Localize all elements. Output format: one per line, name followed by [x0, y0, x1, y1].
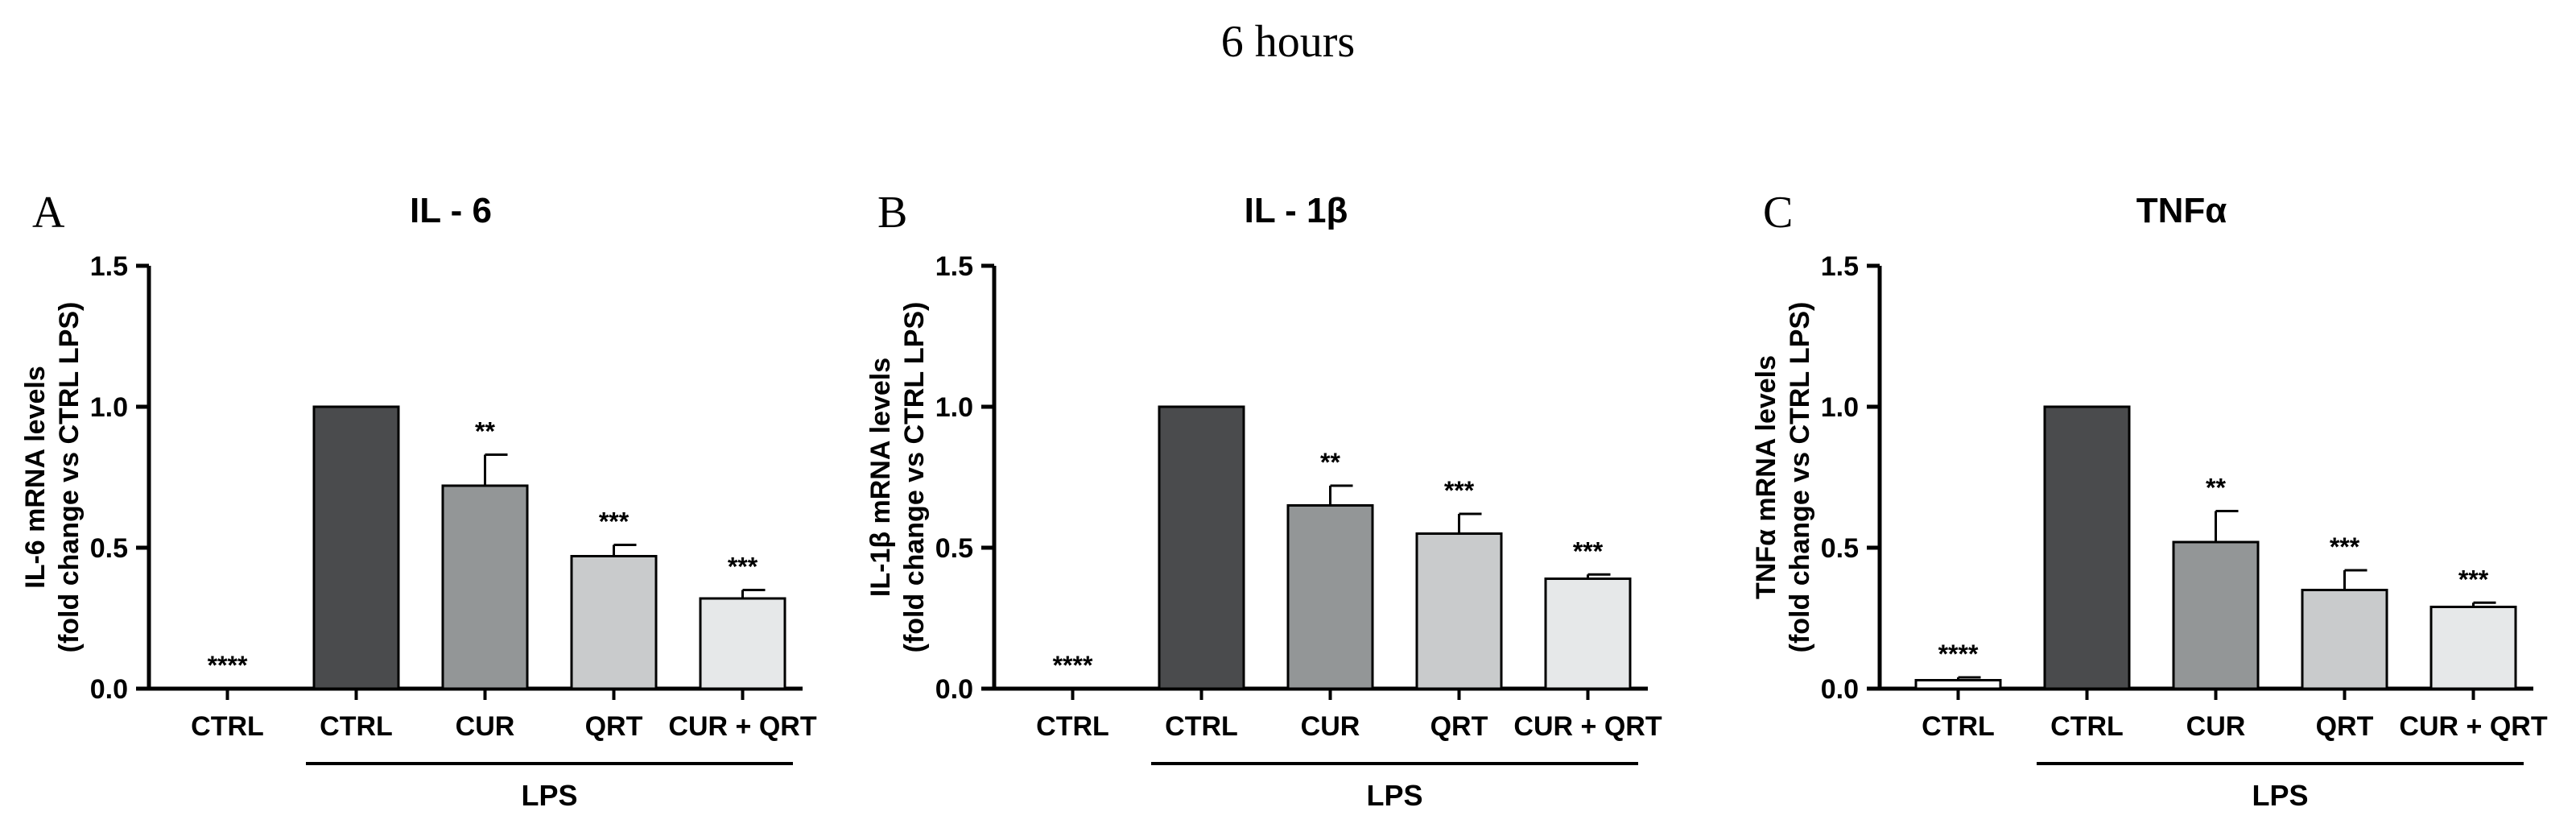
bar: [2301, 589, 2388, 690]
significance-label: ****: [1053, 651, 1093, 680]
significance-label: **: [475, 417, 495, 446]
chart-panel-c: C TNFα TNFα mRNA levels (fold change vs CTR…: [1751, 188, 2548, 812]
y-tick-label: 0.5: [935, 533, 973, 564]
chart-panel-a: A IL - 6 IL-6 mRNA levels (fold change vs C…: [20, 188, 817, 812]
category-label: QRT: [1430, 711, 1488, 742]
bar: [1158, 405, 1245, 690]
y-axis-label: IL-1β mRNA levels (fold change vs CTRL LP…: [865, 302, 930, 653]
bar: [1415, 532, 1503, 690]
category-label: CUR: [456, 711, 515, 742]
panel-letter: A: [32, 188, 65, 238]
category-label: CTRL: [1036, 711, 1109, 742]
category-label: CUR + QRT: [668, 711, 816, 742]
bar: [441, 484, 529, 690]
bar: [570, 555, 658, 690]
y-tick-label: 0.5: [90, 533, 128, 564]
y-axis-label: IL-6 mRNA levels (fold change vs CTRL LPS…: [20, 302, 85, 653]
y-axis-label: TNFα mRNA levels (fold change vs CTRL LPS…: [1751, 302, 1815, 653]
chart-title: IL - 1β: [1245, 191, 1348, 230]
category-label: CUR: [1301, 711, 1360, 742]
category-label: CTRL: [2050, 711, 2124, 742]
figure-title: 6 hours: [1221, 17, 1355, 67]
category-label: CTRL: [1922, 711, 1995, 742]
significance-label: ***: [728, 553, 758, 582]
group-label: LPS: [2252, 779, 2308, 812]
y-tick-label: 1.0: [90, 392, 128, 423]
category-label: CTRL: [1165, 711, 1238, 742]
bar: [2429, 606, 2517, 690]
group-label: LPS: [521, 779, 577, 812]
chart-panel-b: B IL - 1β IL-1β mRNA levels (fold change vs…: [865, 188, 1662, 812]
significance-label: ***: [1444, 476, 1475, 505]
y-tick-label: 1.5: [935, 251, 973, 282]
significance-label: ****: [1938, 640, 1979, 669]
significance-label: ***: [2458, 565, 2489, 594]
y-tick-label: 0.0: [935, 674, 973, 705]
group-label: LPS: [1366, 779, 1422, 812]
significance-label: **: [2206, 474, 2226, 503]
significance-label: ***: [1573, 536, 1604, 565]
bar: [2043, 405, 2131, 690]
category-label: QRT: [2316, 711, 2374, 742]
y-tick-label: 1.5: [90, 251, 128, 282]
significance-label: ***: [599, 507, 630, 536]
bar: [1286, 504, 1374, 690]
y-tick-label: 1.0: [935, 392, 973, 423]
y-tick-label: 1.5: [1821, 251, 1859, 282]
panel-letter: C: [1763, 188, 1793, 238]
chart-title: IL - 6: [410, 191, 492, 230]
chart-title: TNFα: [2136, 191, 2227, 230]
y-tick-label: 0.0: [1821, 674, 1859, 705]
category-label: CTRL: [191, 711, 264, 742]
category-label: CUR: [2186, 711, 2246, 742]
category-label: CUR + QRT: [1513, 711, 1662, 742]
bar: [1544, 578, 1632, 690]
chart-panels: A IL - 6 IL-6 mRNA levels (fold change vs C…: [20, 188, 2548, 812]
significance-label: ***: [2330, 532, 2360, 561]
bar: [1914, 679, 2002, 690]
bar: [312, 405, 400, 690]
significance-label: **: [1320, 448, 1340, 477]
category-label: CTRL: [320, 711, 393, 742]
y-tick-label: 0.5: [1821, 533, 1859, 564]
panel-letter: B: [877, 188, 907, 238]
y-tick-label: 0.0: [90, 674, 128, 705]
category-label: CUR + QRT: [2399, 711, 2547, 742]
bar: [699, 597, 786, 690]
y-tick-label: 1.0: [1821, 392, 1859, 423]
significance-label: ****: [208, 651, 248, 680]
category-label: QRT: [585, 711, 643, 742]
bar: [2172, 540, 2260, 690]
